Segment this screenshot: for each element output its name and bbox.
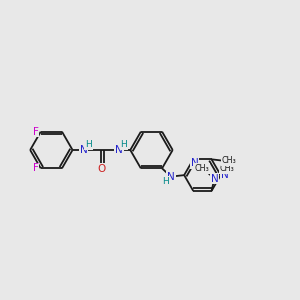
Text: N: N — [167, 172, 175, 182]
Text: H: H — [162, 177, 169, 186]
Text: H: H — [85, 140, 92, 149]
Text: CH₃: CH₃ — [195, 164, 209, 173]
Text: N: N — [191, 158, 199, 168]
Text: N: N — [221, 170, 229, 180]
Text: N: N — [211, 174, 218, 184]
Text: N: N — [80, 145, 88, 155]
Text: H: H — [120, 140, 127, 149]
Text: F: F — [32, 164, 38, 173]
Text: O: O — [97, 164, 106, 173]
Text: F: F — [32, 127, 38, 136]
Text: CH₃: CH₃ — [222, 156, 237, 165]
Text: N: N — [115, 145, 123, 155]
Text: CH₃: CH₃ — [220, 164, 234, 173]
